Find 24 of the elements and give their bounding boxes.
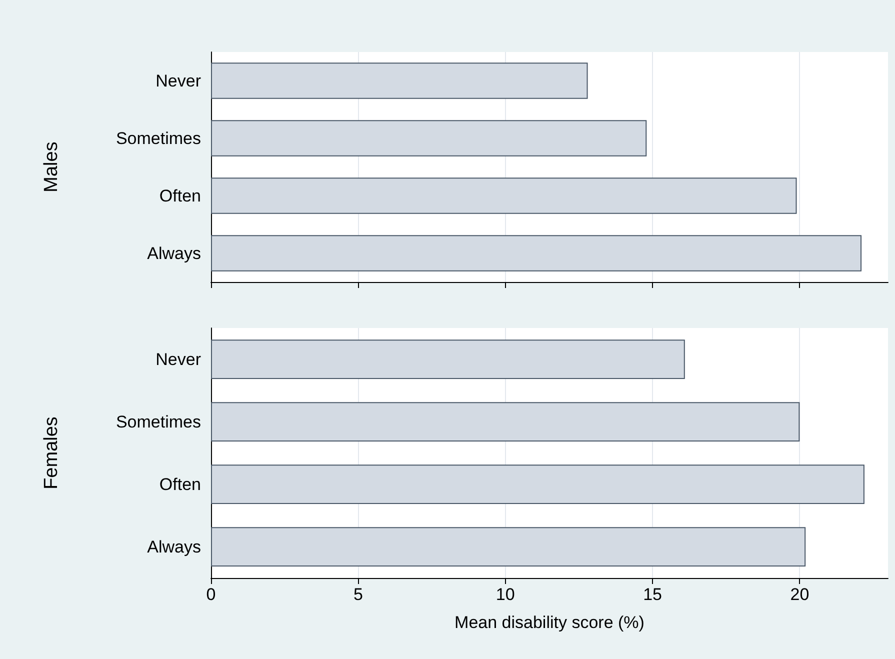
y-axis-title: Males [41, 142, 62, 192]
y-tick-label: Often [159, 474, 201, 494]
y-tick-label: Sometimes [116, 128, 201, 148]
x-tick-label: 0 [206, 585, 216, 604]
y-tick-label: Always [147, 244, 201, 263]
y-tick-label: Never [156, 350, 202, 369]
bar [211, 120, 647, 156]
y-axis-title: Females [41, 416, 62, 490]
bar [211, 235, 862, 272]
bar [211, 178, 797, 214]
y-tick-label: Always [147, 537, 201, 556]
x-tick-label: 15 [643, 585, 662, 604]
bar [211, 340, 685, 379]
bar [211, 62, 588, 99]
bar [211, 402, 800, 442]
y-tick-label: Never [156, 71, 202, 90]
y-tick-label: Sometimes [116, 412, 201, 432]
x-tick-label: 10 [496, 585, 515, 604]
bar [211, 464, 864, 504]
bar [211, 527, 806, 566]
x-axis-title: Mean disability score (%) [454, 613, 644, 632]
x-tick-label: 20 [790, 585, 810, 604]
x-tick-label: 5 [353, 585, 363, 604]
y-tick-label: Often [159, 186, 201, 206]
